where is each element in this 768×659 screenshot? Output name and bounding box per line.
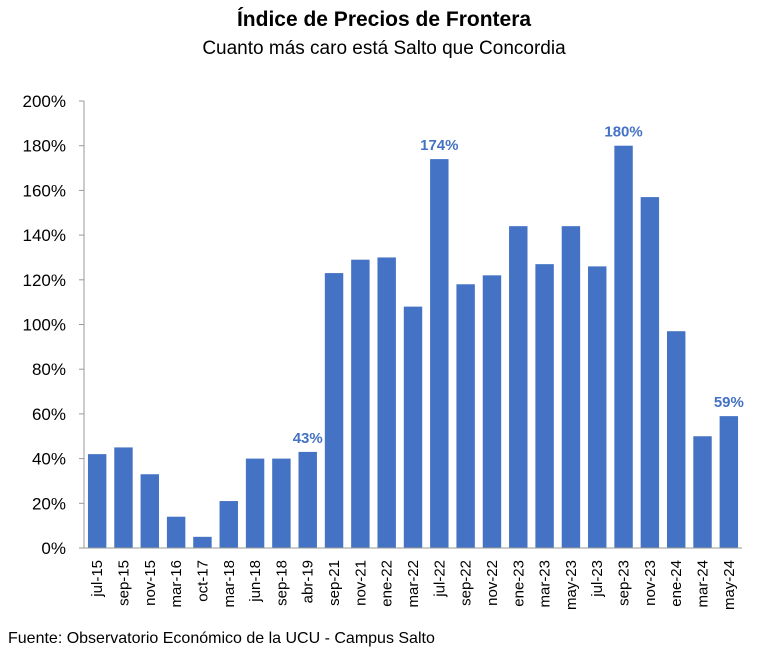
x-tick-label: nov-23 (642, 560, 659, 606)
x-axis: jul-15 sep-15 nov-15 mar-16 oct-17 mar-18 jun-… (84, 547, 742, 610)
bar-may-24 (719, 416, 739, 548)
x-tick-label: sep-22 (458, 560, 475, 606)
bar-sep-23 (614, 145, 633, 548)
chart-subtitle: Cuanto más caro está Salto que Concordia (202, 38, 566, 59)
bar-ene-22 (377, 257, 396, 548)
y-tick-label: 180% (23, 137, 66, 156)
x-tick-label: mar-16 (168, 560, 185, 608)
x-tick-label: may-24 (721, 560, 738, 610)
bar-mar-16 (166, 516, 186, 548)
bar-mar-23 (535, 264, 554, 548)
bar-nov-23 (640, 197, 660, 549)
bar-nov-22 (482, 275, 502, 548)
bar-mar-24 (693, 436, 712, 548)
data-label-jul-22: 174% (420, 137, 458, 154)
bar-may-23 (561, 226, 581, 548)
bar-nov-21 (351, 259, 370, 548)
x-tick-label: abr-19 (300, 560, 317, 603)
x-tick-label: sep-21 (326, 560, 343, 606)
data-label-abr-19: 43% (293, 430, 323, 447)
x-tick-label: jul-15 (89, 560, 106, 598)
bars (87, 145, 739, 549)
data-label-sep-23: 180% (604, 124, 642, 141)
y-tick-label: 80% (32, 360, 66, 379)
x-tick-label: ene-23 (510, 560, 527, 607)
y-tick-label: 60% (32, 405, 66, 424)
y-tick-label: 40% (32, 450, 66, 469)
y-tick-label: 20% (32, 494, 66, 513)
y-tick-label: 160% (23, 181, 66, 200)
x-tick-label: ene-22 (379, 560, 396, 607)
y-axis: 0% 20% 40% 60% 80% 100% 120% 140% 160% 180% 200% (23, 92, 85, 558)
bar-mar-22 (403, 306, 423, 548)
x-tick-label: sep-23 (616, 560, 633, 606)
bar-jul-23 (588, 266, 607, 548)
chart-title: Índice de Precios de Frontera (236, 8, 532, 31)
y-tick-label: 120% (23, 271, 66, 290)
x-tick-label: mar-23 (537, 560, 554, 608)
bar-mar-18 (219, 501, 238, 548)
x-tick-label: jul-23 (589, 560, 606, 598)
bar-jun-18 (245, 458, 265, 548)
x-tick-label: mar-18 (221, 560, 238, 608)
x-tick-label: sep-15 (115, 560, 132, 606)
bar-ene-23 (509, 226, 528, 548)
y-tick-label: 200% (23, 92, 66, 111)
bar-sep-15 (114, 447, 133, 548)
bar-oct-17 (193, 536, 212, 548)
x-tick-label: nov-22 (484, 560, 501, 606)
x-tick-label: jul-22 (431, 560, 448, 598)
x-tick-label: nov-21 (352, 560, 369, 606)
x-tick-label: sep-18 (273, 560, 290, 606)
y-tick-label: 140% (23, 226, 66, 245)
bar-nov-15 (140, 474, 160, 548)
bar-sep-21 (324, 273, 344, 548)
x-tick-label: ene-24 (668, 560, 685, 607)
x-tick-label: may-23 (563, 560, 580, 610)
bar-jul-15 (87, 454, 107, 548)
x-tick-label: nov-15 (142, 560, 159, 606)
bar-sep-18 (272, 458, 291, 548)
y-tick-label: 100% (23, 316, 66, 335)
data-label-may-24: 59% (714, 394, 744, 411)
x-tick-label: mar-24 (695, 560, 712, 608)
data-labels: 43% 174% 180% 59% (293, 124, 744, 447)
bar-jul-22 (430, 159, 449, 549)
x-tick-label: oct-17 (194, 560, 211, 602)
bar-sep-22 (456, 284, 475, 548)
x-tick-label: jun-18 (247, 560, 264, 603)
y-tick-label: 0% (41, 539, 66, 558)
bar-abr-19 (298, 451, 317, 548)
bar-ene-24 (666, 331, 686, 548)
source-note: Fuente: Observatorio Económico de la UCU… (8, 630, 435, 647)
x-tick-label: mar-22 (405, 560, 422, 608)
